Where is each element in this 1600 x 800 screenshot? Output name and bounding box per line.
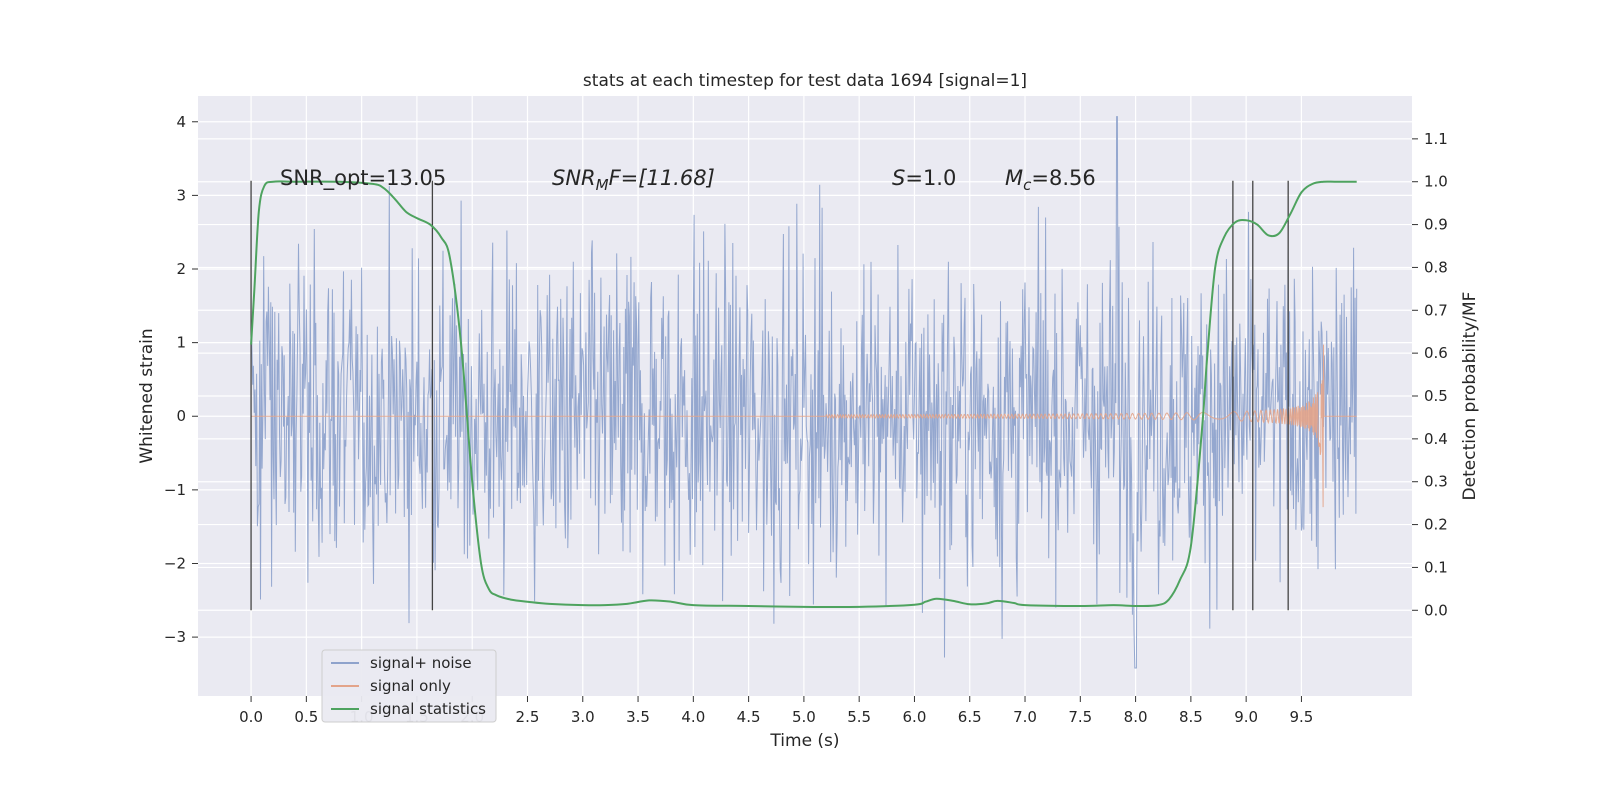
signal-noise-line	[250, 116, 1358, 669]
s-value: =1.0	[905, 166, 956, 190]
x-tick-label-14: 7.0	[1013, 708, 1037, 726]
y-tick-label-7: 4	[176, 113, 186, 131]
legend-label-signal-statistics: signal statistics	[370, 700, 486, 718]
vertical-markers	[250, 180, 1289, 611]
chart-title: stats at each timestep for test data 169…	[583, 71, 1027, 91]
y-tick-label-4: 1	[176, 334, 186, 352]
right-y-tick-label-3: 0.3	[1424, 473, 1448, 491]
annotation-s: S=1.0	[892, 166, 956, 190]
x-tick-label-9: 4.5	[737, 708, 761, 726]
y-tick-label-1: −2	[164, 554, 186, 572]
legend-label-signal-noise: signal+ noise	[370, 654, 472, 672]
x-tick-label-10: 5.0	[792, 708, 816, 726]
right-y-tick-label-0: 0.0	[1424, 601, 1448, 619]
x-tick-label-1: 0.5	[294, 708, 318, 726]
s-label: S	[892, 166, 905, 190]
y-axis-label: Whitened strain	[137, 328, 157, 463]
right-y-axis-ticks: 0.0 0.1 0.2 0.3 0.4 0.5 0.6 0.7 0.8 0.9 1.0 1.1	[1412, 130, 1448, 619]
x-tick-label-15: 7.5	[1068, 708, 1092, 726]
right-y-axis-label: Detection probability/MF	[1460, 292, 1480, 501]
mc-subscript: c	[1023, 176, 1032, 194]
x-tick-label-19: 9.5	[1290, 708, 1314, 726]
x-tick-label-17: 8.5	[1179, 708, 1203, 726]
x-tick-label-11: 5.5	[847, 708, 871, 726]
series-signal-statistics	[250, 180, 1357, 609]
x-tick-label-7: 3.5	[626, 708, 650, 726]
x-tick-label-18: 9.0	[1234, 708, 1258, 726]
right-y-tick-label-9: 0.9	[1424, 216, 1448, 234]
x-tick-label-8: 4.0	[681, 708, 705, 726]
y-tick-label-5: 2	[176, 260, 186, 278]
right-y-gridlines	[198, 138, 1412, 611]
legend: signal+ noise signal only signal statist…	[321, 649, 497, 723]
annotation-mc: Mc=8.56	[1005, 166, 1096, 194]
mc-value: =8.56	[1031, 166, 1095, 190]
right-y-tick-label-1: 0.1	[1424, 558, 1448, 576]
series-signal-only	[251, 344, 1357, 508]
x-tick-label-0: 0.0	[239, 708, 263, 726]
right-y-tick-label-7: 0.7	[1424, 301, 1448, 319]
snr-mf-suffix: F=[11.68]	[609, 166, 715, 190]
right-y-tick-label-10: 1.0	[1424, 173, 1448, 191]
x-tick-label-5: 2.5	[516, 708, 540, 726]
y-tick-label-0: −3	[164, 628, 186, 646]
right-y-tick-label-5: 0.5	[1424, 387, 1448, 405]
x-tick-label-13: 6.5	[958, 708, 982, 726]
y-tick-label-2: −1	[164, 481, 186, 499]
right-y-tick-label-4: 0.4	[1424, 430, 1448, 448]
legend-box	[321, 649, 497, 723]
annotation-snr-opt: SNR_opt=13.05	[280, 166, 446, 191]
snr-mf-subscript: M	[596, 176, 609, 194]
right-y-tick-label-6: 0.6	[1424, 344, 1448, 362]
annotation-snr-mf: SNRMF=[11.68]	[552, 166, 715, 194]
y-tick-label-6: 3	[176, 186, 186, 204]
signal-only-line	[251, 344, 1357, 508]
legend-label-signal-only: signal only	[370, 677, 451, 695]
right-y-tick-label-11: 1.1	[1424, 130, 1448, 148]
right-y-tick-label-2: 0.2	[1424, 516, 1448, 534]
y-axis-ticks: −3 −2 −1 0 1 2 3 4	[164, 113, 198, 646]
x-tick-label-6: 3.0	[571, 708, 595, 726]
series-signal-noise	[250, 116, 1358, 669]
y-tick-label-3: 0	[176, 407, 186, 425]
snr-mf-label: SNR	[552, 166, 596, 190]
mc-label: M	[1005, 166, 1023, 190]
right-y-tick-label-8: 0.8	[1424, 258, 1448, 276]
x-tick-label-12: 6.0	[903, 708, 927, 726]
x-axis-label: Time (s)	[769, 731, 839, 751]
x-tick-label-16: 8.0	[1124, 708, 1148, 726]
signal-statistics-line	[250, 180, 1357, 609]
